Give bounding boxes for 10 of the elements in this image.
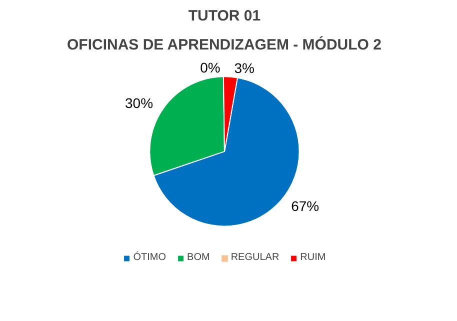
data-label: 67% <box>291 198 320 214</box>
legend-label: RUIM <box>300 252 326 263</box>
legend-label: REGULAR <box>230 252 280 263</box>
legend-label: BOM <box>187 252 210 263</box>
text: 0% <box>200 60 220 76</box>
legend-label: ÓTIMO <box>133 252 166 263</box>
chart-subtitle: OFICINAS DE APRENDIZAGEM - MÓDULO 2 <box>66 36 382 54</box>
data-label: 3% <box>234 60 254 76</box>
data-label: 30% <box>125 95 154 112</box>
chart-title: TUTOR 01 <box>188 8 261 24</box>
